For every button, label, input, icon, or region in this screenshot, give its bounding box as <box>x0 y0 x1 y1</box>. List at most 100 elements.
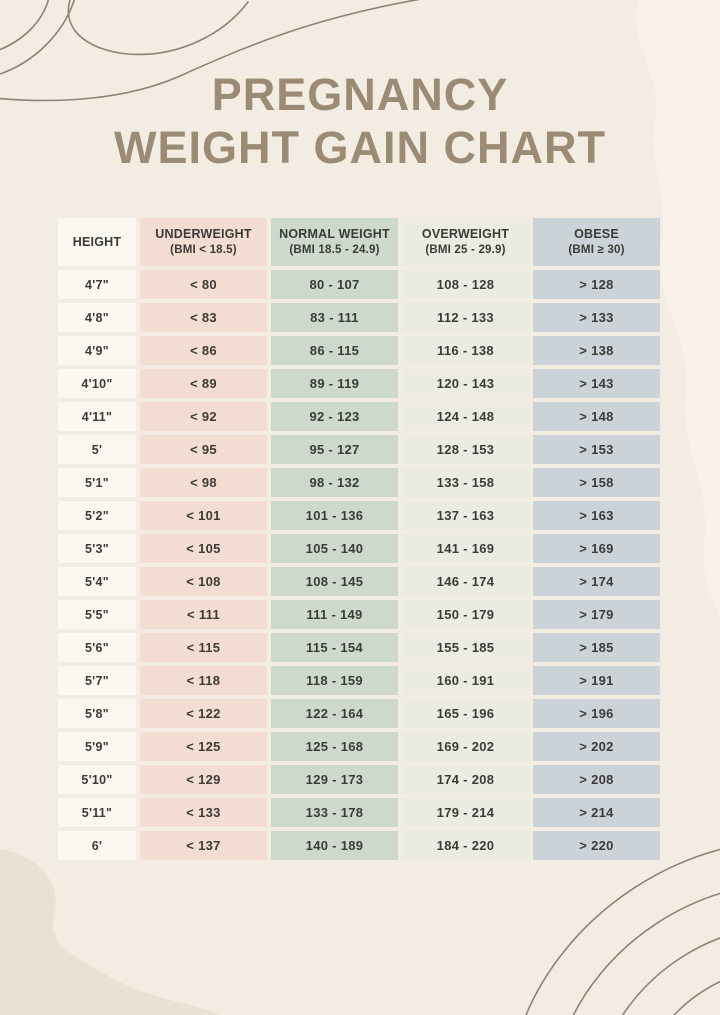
obese-cell: > 202 <box>533 732 660 761</box>
underweight-cell: < 98 <box>140 468 267 497</box>
header-obese-sub: (BMI ≥ 30) <box>568 243 625 256</box>
normal-weight-cell: 111 - 149 <box>271 600 398 629</box>
underweight-cell: < 92 <box>140 402 267 431</box>
height-cell: 4'9" <box>58 336 136 365</box>
obese-cell: > 208 <box>533 765 660 794</box>
normal-weight-cell: 140 - 189 <box>271 831 398 860</box>
underweight-cell: < 86 <box>140 336 267 365</box>
header-normal-weight-label: NORMAL WEIGHT <box>279 227 390 242</box>
overweight-cell: 116 - 138 <box>402 336 529 365</box>
obese-cell: > 169 <box>533 534 660 563</box>
overweight-cell: 150 - 179 <box>402 600 529 629</box>
normal-weight-cell: 89 - 119 <box>271 369 398 398</box>
obese-cell: > 220 <box>533 831 660 860</box>
header-overweight-label: OVERWEIGHT <box>421 227 510 242</box>
page-title-line2: WEIGHT GAIN CHART <box>114 122 606 174</box>
normal-weight-cell: 86 - 115 <box>271 336 398 365</box>
normal-weight-cell: 129 - 173 <box>271 765 398 794</box>
top-right-blob <box>636 0 720 618</box>
underweight-cell: < 115 <box>140 633 267 662</box>
underweight-cell: < 108 <box>140 567 267 596</box>
obese-cell: > 174 <box>533 567 660 596</box>
bottom-left-blob <box>0 849 219 1015</box>
overweight-cell: 137 - 163 <box>402 501 529 530</box>
overweight-cell: 160 - 191 <box>402 666 529 695</box>
height-cell: 5' <box>58 435 136 464</box>
header-obese: OBESE (BMI ≥ 30) <box>533 218 660 266</box>
obese-cell: > 163 <box>533 501 660 530</box>
height-cell: 4'11" <box>58 402 136 431</box>
underweight-cell: < 95 <box>140 435 267 464</box>
normal-weight-cell: 92 - 123 <box>271 402 398 431</box>
normal-weight-cell: 101 - 136 <box>271 501 398 530</box>
height-cell: 5'2" <box>58 501 136 530</box>
height-cell: 5'11" <box>58 798 136 827</box>
overweight-cell: 174 - 208 <box>402 765 529 794</box>
height-cell: 5'9" <box>58 732 136 761</box>
overweight-cell: 141 - 169 <box>402 534 529 563</box>
normal-weight-cell: 115 - 154 <box>271 633 398 662</box>
height-cell: 4'8" <box>58 303 136 332</box>
underweight-cell: < 101 <box>140 501 267 530</box>
header-normal-weight: NORMAL WEIGHT (BMI 18.5 - 24.9) <box>271 218 398 266</box>
height-cell: 5'6" <box>58 633 136 662</box>
obese-cell: > 185 <box>533 633 660 662</box>
obese-cell: > 148 <box>533 402 660 431</box>
height-cell: 6' <box>58 831 136 860</box>
obese-cell: > 153 <box>533 435 660 464</box>
height-cell: 4'10" <box>58 369 136 398</box>
underweight-cell: < 111 <box>140 600 267 629</box>
height-cell: 5'7" <box>58 666 136 695</box>
underweight-cell: < 118 <box>140 666 267 695</box>
obese-cell: > 158 <box>533 468 660 497</box>
obese-cell: > 196 <box>533 699 660 728</box>
normal-weight-cell: 83 - 111 <box>271 303 398 332</box>
overweight-cell: 128 - 153 <box>402 435 529 464</box>
underweight-cell: < 125 <box>140 732 267 761</box>
obese-cell: > 138 <box>533 336 660 365</box>
obese-cell: > 133 <box>533 303 660 332</box>
bottom-right-contour-rings <box>507 839 720 1015</box>
normal-weight-cell: 108 - 145 <box>271 567 398 596</box>
obese-cell: > 128 <box>533 270 660 299</box>
height-cell: 5'10" <box>58 765 136 794</box>
obese-cell: > 179 <box>533 600 660 629</box>
underweight-cell: < 129 <box>140 765 267 794</box>
weight-gain-table: HEIGHT UNDERWEIGHT (BMI < 18.5) NORMAL W… <box>58 218 660 860</box>
header-overweight: OVERWEIGHT (BMI 25 - 29.9) <box>402 218 529 266</box>
overweight-cell: 146 - 174 <box>402 567 529 596</box>
normal-weight-cell: 118 - 159 <box>271 666 398 695</box>
normal-weight-cell: 125 - 168 <box>271 732 398 761</box>
underweight-cell: < 137 <box>140 831 267 860</box>
overweight-cell: 165 - 196 <box>402 699 529 728</box>
overweight-cell: 179 - 214 <box>402 798 529 827</box>
header-underweight-sub: (BMI < 18.5) <box>170 243 237 256</box>
overweight-cell: 155 - 185 <box>402 633 529 662</box>
underweight-cell: < 105 <box>140 534 267 563</box>
normal-weight-cell: 98 - 132 <box>271 468 398 497</box>
obese-cell: > 214 <box>533 798 660 827</box>
top-left-contour-lines <box>0 0 421 102</box>
height-cell: 5'3" <box>58 534 136 563</box>
overweight-cell: 112 - 133 <box>402 303 529 332</box>
header-obese-label: OBESE <box>574 227 619 242</box>
overweight-cell: 108 - 128 <box>402 270 529 299</box>
normal-weight-cell: 122 - 164 <box>271 699 398 728</box>
page-title-line1: PREGNANCY <box>211 69 509 120</box>
header-underweight: UNDERWEIGHT (BMI < 18.5) <box>140 218 267 266</box>
height-cell: 5'4" <box>58 567 136 596</box>
height-cell: 5'5" <box>58 600 136 629</box>
underweight-cell: < 133 <box>140 798 267 827</box>
height-cell: 5'8" <box>58 699 136 728</box>
overweight-cell: 133 - 158 <box>402 468 529 497</box>
overweight-cell: 169 - 202 <box>402 732 529 761</box>
underweight-cell: < 83 <box>140 303 267 332</box>
header-height: HEIGHT <box>58 218 136 266</box>
header-normal-weight-sub: (BMI 18.5 - 24.9) <box>289 243 380 256</box>
height-cell: 5'1" <box>58 468 136 497</box>
height-cell: 4'7" <box>58 270 136 299</box>
underweight-cell: < 89 <box>140 369 267 398</box>
header-height-label: HEIGHT <box>72 234 122 249</box>
